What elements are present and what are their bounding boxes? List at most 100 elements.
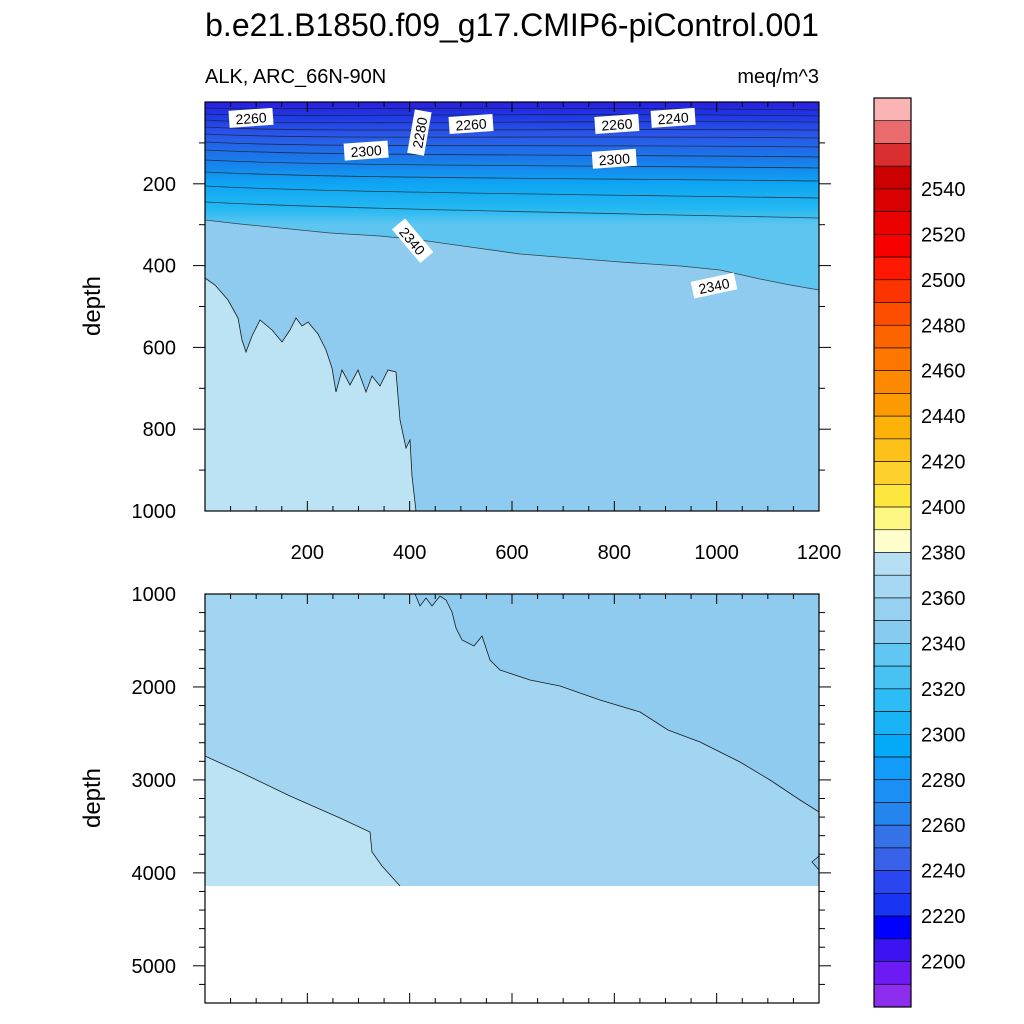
colorbar-swatch	[873, 733, 912, 758]
colorbar-swatch	[873, 165, 912, 190]
contour-label-box	[448, 113, 494, 135]
colorbar-label: 2340	[921, 633, 966, 655]
colorbar-swatch	[873, 438, 912, 462]
colorbar-swatch	[873, 620, 912, 644]
contour-label: 2260	[594, 113, 640, 135]
contour-label-box	[391, 218, 434, 264]
contour-label-text: 2260	[235, 109, 267, 127]
contour-label-text: 2300	[350, 142, 382, 160]
x-tick-label: 800	[598, 542, 631, 564]
x-tick-label: 1200	[797, 542, 842, 564]
y-tick-label: 2000	[132, 677, 177, 699]
colorbar-swatch	[873, 302, 912, 326]
colorbar-swatch	[873, 847, 912, 871]
y-tick-label: 400	[143, 256, 176, 278]
colorbar-swatch	[873, 870, 912, 894]
x-tick-label: 600	[495, 542, 528, 564]
colorbar-swatch	[873, 893, 912, 917]
contour-label-box	[407, 109, 432, 156]
y-tick-label: 600	[143, 337, 176, 359]
colorbar-swatch	[873, 234, 912, 258]
lower-right-notch	[812, 856, 819, 870]
contour-label: 2300	[591, 148, 637, 169]
lower-2340-region	[415, 594, 819, 812]
contour-label: 2240	[650, 107, 696, 128]
upper-y-axis: 200 400 600 800 1000	[132, 142, 831, 523]
colorbar-label: 2500	[921, 270, 966, 292]
colorbar-swatch	[873, 256, 912, 281]
contour-label-box	[690, 272, 738, 299]
colorbar-label: 2280	[921, 770, 966, 792]
upper-y-axis-label: depth	[79, 276, 106, 336]
colorbar-swatch	[873, 461, 912, 485]
contour-label-text: 2300	[598, 150, 630, 168]
chart-units: meq/m^3	[737, 66, 819, 88]
colorbar-swatch	[873, 756, 912, 781]
colorbar-label: 2540	[921, 179, 966, 201]
colorbar-swatch	[873, 143, 912, 167]
colorbar-swatch	[873, 802, 912, 826]
colorbar-swatch	[873, 824, 912, 849]
lower-panel: 1000 2000 3000 4000 5000 depth	[79, 584, 831, 1004]
contour-label-text: 2280	[409, 116, 430, 150]
lower-2360-region	[205, 756, 400, 886]
colorbar-label: 2520	[921, 224, 966, 246]
contour-label-text: 2340	[697, 275, 731, 297]
upper-2350-band	[205, 278, 416, 511]
contour-label: 2300	[343, 140, 389, 161]
contour-label-box	[228, 107, 274, 128]
lower-y-axis-label: depth	[79, 768, 106, 828]
chart-title: b.e21.B1850.f09_g17.CMIP6-piControl.001	[205, 7, 819, 43]
contour-label-box	[594, 113, 640, 135]
colorbar-label: 2440	[921, 406, 966, 428]
lower-contour-lines	[204, 593, 820, 887]
colorbar-label: 2400	[921, 497, 966, 519]
contour-label: 2260	[448, 113, 494, 135]
upper-x-axis: 200 400 600 800 1000 1200	[230, 102, 842, 564]
colorbar-swatch	[873, 279, 912, 303]
colorbar-label: 2360	[921, 588, 966, 610]
upper-contour-2350	[204, 277, 417, 512]
colorbar-swatch	[873, 370, 912, 394]
colorbar-swatch	[873, 915, 912, 940]
colorbar-swatch	[873, 211, 912, 235]
colorbar: 2200 2220 2240 2260 2280 2300 2320 2340 2360 2380…	[873, 97, 966, 1008]
colorbar-swatch	[873, 688, 912, 712]
contour-label-box	[650, 107, 696, 128]
colorbar-swatch	[873, 506, 912, 531]
contour-label-text: 2260	[455, 115, 487, 133]
colorbar-label: 2300	[921, 724, 966, 746]
colorbar-swatch	[873, 529, 912, 553]
colorbar-label: 2200	[921, 952, 966, 974]
y-tick-label: 200	[143, 174, 176, 196]
colorbar-swatch	[873, 188, 912, 212]
colorbar-label: 2380	[921, 543, 966, 565]
lower-x-axis	[230, 594, 794, 1003]
x-tick-label: 200	[291, 542, 324, 564]
colorbar-label: 2460	[921, 361, 966, 383]
contour-label-text: 2240	[657, 109, 689, 127]
colorbar-frame	[873, 97, 912, 1008]
colorbar-swatch	[873, 711, 912, 735]
colorbar-swatch	[873, 97, 912, 122]
colorbar-label: 2420	[921, 452, 966, 474]
y-tick-label: 5000	[132, 956, 177, 978]
x-tick-label: 1000	[694, 542, 739, 564]
contour-label-box	[591, 148, 637, 169]
colorbar-label: 2240	[921, 861, 966, 883]
lower-y-axis: 1000 2000 3000 4000 5000	[132, 584, 831, 985]
colorbar-swatch	[873, 415, 912, 440]
contour-label: 2280	[407, 109, 432, 156]
colorbar-swatch	[873, 393, 912, 417]
colorbar-label: 2480	[921, 315, 966, 337]
colorbar-swatch	[873, 552, 912, 576]
colorbar-swatch	[873, 779, 912, 803]
x-tick-label: 400	[393, 542, 426, 564]
y-tick-label: 1000	[132, 584, 177, 606]
colorbar-label: 2220	[921, 906, 966, 928]
colorbar-swatch	[873, 938, 912, 962]
y-tick-label: 3000	[132, 770, 177, 792]
